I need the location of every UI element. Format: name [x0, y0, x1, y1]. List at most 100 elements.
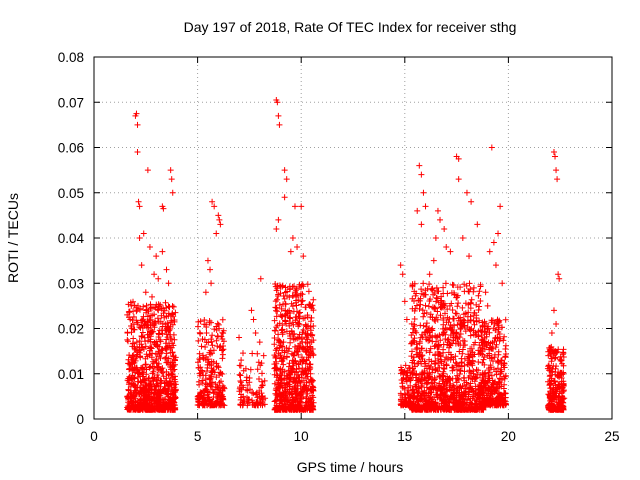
- roti-point: [275, 112, 282, 119]
- roti-point: [466, 253, 473, 260]
- roti-point: [209, 198, 216, 205]
- roti-point: [486, 248, 493, 255]
- x-tick-label: 15: [397, 429, 412, 444]
- roti-point: [213, 230, 220, 237]
- roti-point: [149, 293, 156, 300]
- roti-point: [548, 330, 555, 337]
- roti-point: [555, 271, 562, 278]
- roti-point: [401, 298, 408, 305]
- y-tick-label: 0.05: [58, 186, 84, 201]
- roti-point: [420, 189, 427, 196]
- roti-point: [300, 253, 307, 260]
- roti-point: [414, 207, 421, 214]
- roti-point: [142, 289, 149, 296]
- roti-point: [248, 307, 255, 314]
- data-points: [124, 96, 568, 413]
- roti-point: [552, 153, 559, 160]
- roti-point: [550, 149, 557, 156]
- x-tick-label: 5: [194, 429, 202, 444]
- y-axis-label: ROTI / TECUs: [5, 193, 21, 283]
- roti-point: [287, 248, 294, 255]
- roti-point: [207, 266, 214, 273]
- roti-point: [397, 262, 404, 269]
- roti-point: [238, 357, 245, 364]
- x-axis-label: GPS time / hours: [297, 459, 404, 475]
- roti-point: [298, 203, 305, 210]
- x-tick-label: 25: [604, 429, 619, 444]
- roti-point: [468, 198, 475, 205]
- y-tick-label: 0.08: [58, 50, 84, 65]
- roti-point: [128, 302, 135, 309]
- roti-point: [208, 280, 215, 287]
- roti-point: [281, 167, 288, 174]
- axis-ticks: 0 5 10 15 20 25 0 0.01 0.02 0.03 0.04 0.05 0.06 0.07 0…: [58, 50, 620, 444]
- roti-point: [426, 271, 433, 278]
- roti-point: [399, 271, 406, 278]
- roti-point: [144, 167, 151, 174]
- roti-point: [556, 275, 563, 282]
- roti-point: [135, 198, 142, 205]
- roti-point: [133, 110, 140, 117]
- y-tick-label: 0: [76, 412, 84, 427]
- roti-point: [275, 216, 282, 223]
- roti-point: [140, 230, 147, 237]
- roti-point: [554, 176, 561, 183]
- roti-point: [553, 167, 560, 174]
- roti-point: [422, 203, 429, 210]
- roti-point: [497, 203, 504, 210]
- roti-point: [273, 225, 280, 232]
- x-tick-label: 0: [90, 429, 98, 444]
- roti-point: [136, 235, 143, 241]
- roti-point: [418, 171, 425, 178]
- roti-point: [490, 239, 497, 246]
- roti-point: [289, 235, 296, 241]
- roti-point: [418, 221, 425, 228]
- roti-point: [455, 155, 462, 162]
- roti-point: [155, 275, 162, 282]
- roti-point: [167, 167, 174, 174]
- roti-point: [254, 366, 261, 373]
- roti-point: [455, 176, 462, 183]
- roti-point: [443, 244, 450, 251]
- roti-point: [432, 235, 439, 241]
- roti-point: [463, 189, 470, 196]
- roti-point: [294, 244, 301, 251]
- roti-point: [495, 230, 502, 237]
- roti-point: [168, 176, 175, 183]
- roti-point: [202, 289, 209, 296]
- roti-point: [250, 316, 257, 323]
- roti-point: [437, 216, 444, 223]
- roti-point: [274, 99, 281, 106]
- roti-point: [146, 244, 153, 251]
- roti-point: [236, 334, 243, 341]
- roti-point-cloud: [124, 280, 568, 413]
- roti-point: [204, 257, 211, 264]
- roti-point: [134, 121, 141, 128]
- roti-point: [160, 205, 167, 212]
- x-tick-label: 20: [501, 429, 516, 444]
- roti-point: [482, 289, 489, 296]
- y-tick-label: 0.02: [58, 322, 84, 337]
- roti-point: [163, 266, 170, 273]
- roti-point: [416, 162, 423, 169]
- roti-point: [169, 189, 176, 196]
- y-tick-label: 0.01: [58, 367, 84, 382]
- roti-point: [492, 262, 499, 269]
- y-tick-label: 0.04: [58, 231, 85, 246]
- roti-point: [240, 393, 247, 400]
- roti-point: [151, 271, 158, 278]
- roti-point: [474, 221, 481, 228]
- roti-point: [136, 203, 143, 210]
- roti-point: [283, 176, 290, 183]
- roti-point: [165, 280, 172, 287]
- roti-point: [153, 253, 160, 260]
- roti-point: [434, 207, 441, 214]
- roti-point: [252, 330, 259, 337]
- roti-point: [216, 216, 223, 223]
- roti-point: [484, 302, 491, 309]
- y-tick-label: 0.06: [58, 141, 84, 156]
- roti-point: [553, 320, 560, 327]
- roti-point: [488, 144, 495, 151]
- roti-point: [281, 194, 288, 201]
